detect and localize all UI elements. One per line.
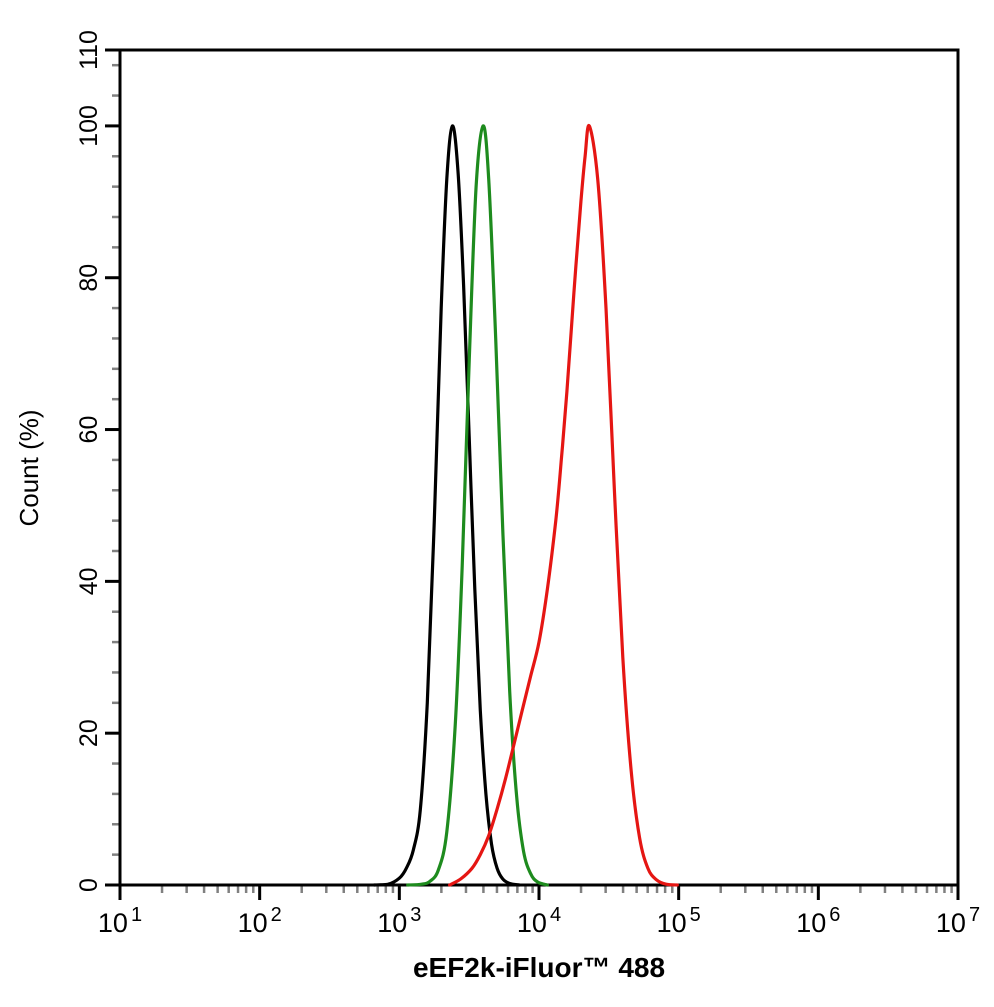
x-tick-label: 10 7 <box>936 904 980 938</box>
x-tick-label: 10 6 <box>796 904 840 938</box>
y-tick-label: 110 <box>75 30 103 70</box>
y-tick-label: 0 <box>75 878 103 892</box>
y-tick-label: 20 <box>75 719 103 747</box>
curve-green-histogram <box>406 124 549 887</box>
x-tick-label: 10 3 <box>377 904 421 938</box>
axis-ticks <box>105 48 960 900</box>
plot-area-border <box>118 48 960 887</box>
x-tick-label: 10 5 <box>657 904 701 938</box>
y-tick-label: 40 <box>75 567 103 595</box>
x-tick-label: 10 1 <box>98 904 142 938</box>
y-tick-label: 100 <box>75 105 103 147</box>
y-tick-label: 60 <box>75 416 103 444</box>
x-tick-label: 10 4 <box>517 904 561 938</box>
curve-black-histogram <box>372 124 521 887</box>
histogram-curves <box>372 123 679 887</box>
y-axis-title: Count (%) <box>14 409 44 526</box>
x-axis-title: eEF2k-iFluor™ 488 <box>413 952 665 983</box>
axis-tick-labels: 0 20 40 60 80 100 110 10 1 10 2 10 3 10 4 10 5 10 6 10 7 <box>75 30 980 938</box>
curve-red-histogram <box>448 123 679 887</box>
x-tick-label: 10 2 <box>238 904 282 938</box>
y-tick-label: 80 <box>75 264 103 292</box>
